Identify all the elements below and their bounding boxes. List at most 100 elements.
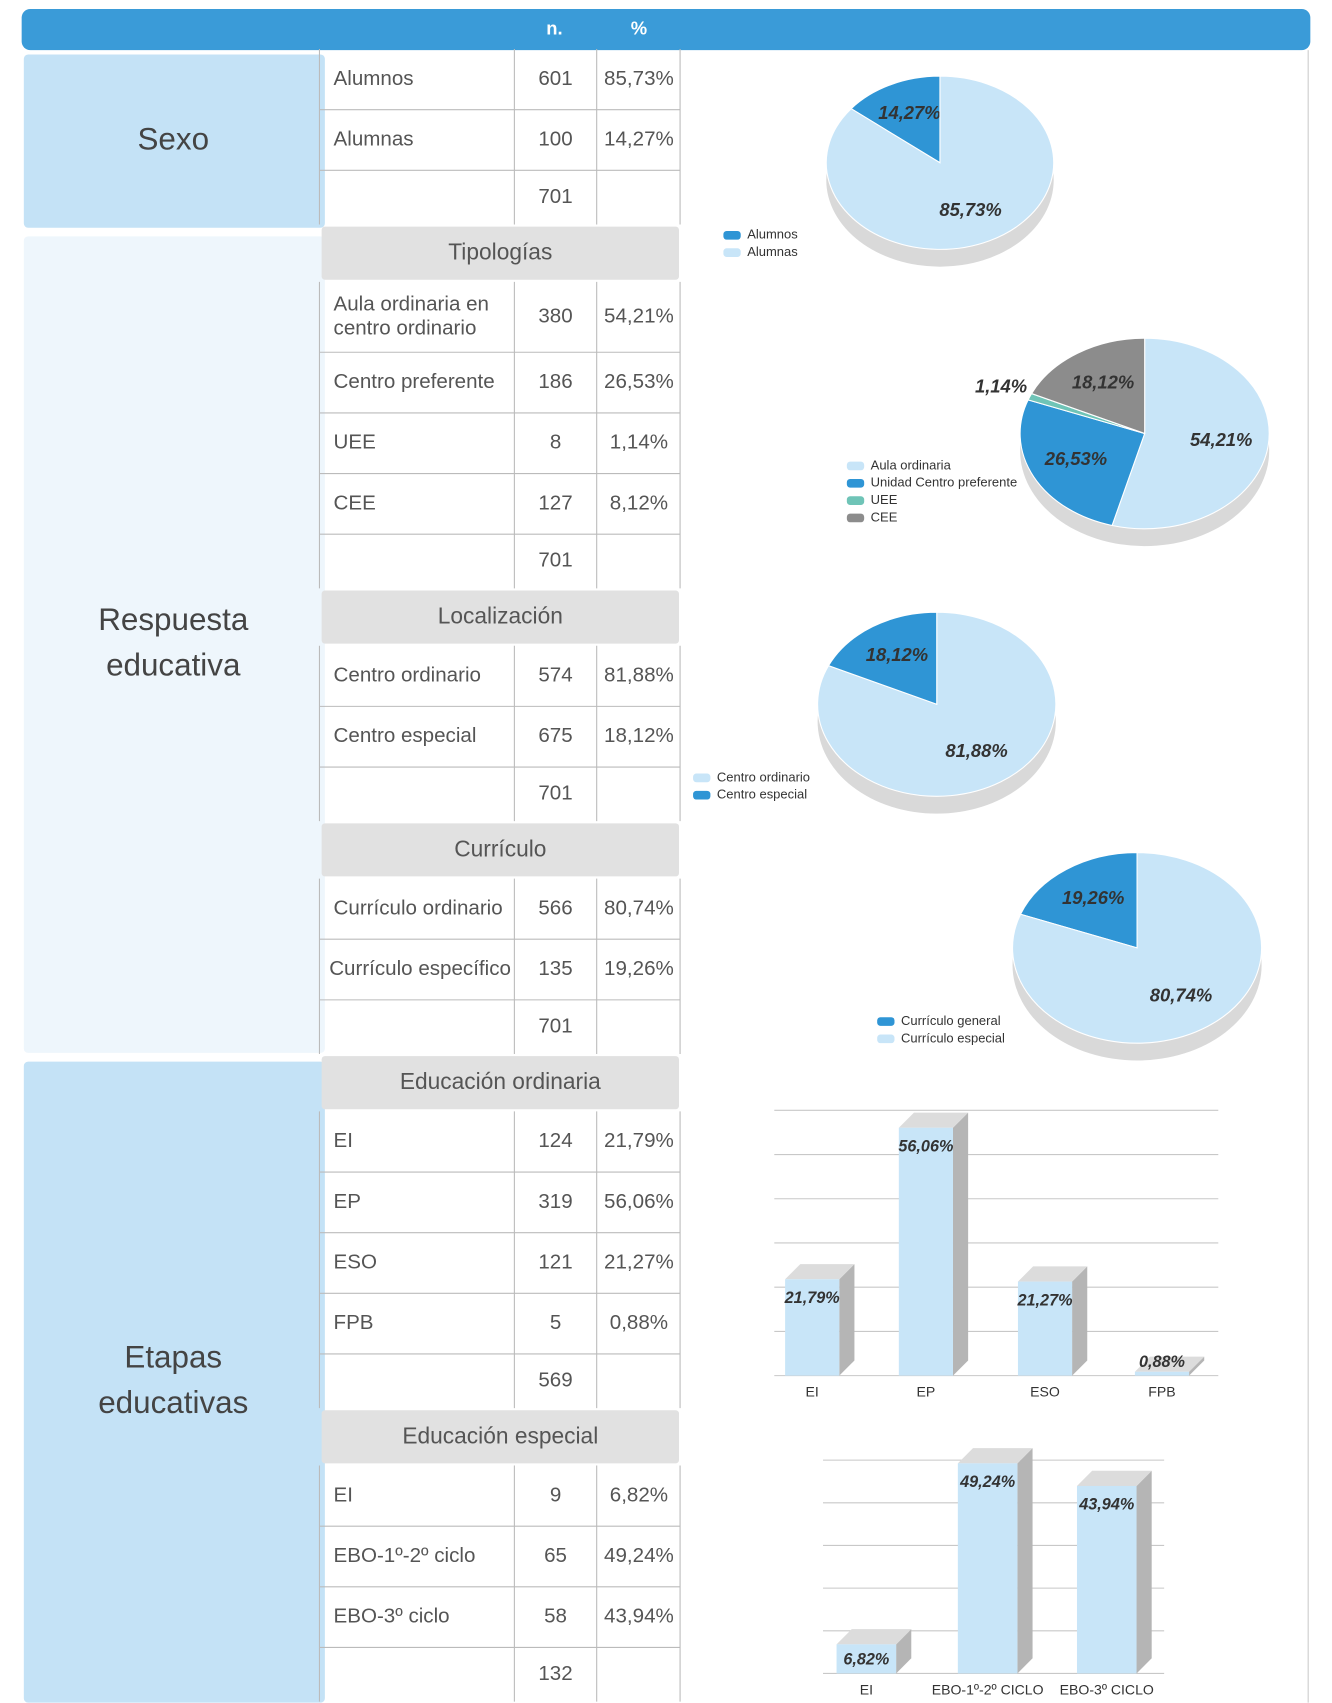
row-label: Currículo ordinario xyxy=(334,896,503,919)
section-title: Tipologías xyxy=(448,239,552,265)
header-band xyxy=(21,8,1311,51)
bar-top xyxy=(1017,1266,1088,1282)
bar-top xyxy=(1076,1470,1152,1486)
section-title-bar xyxy=(321,823,679,877)
row-label: Aula ordinaria en xyxy=(334,293,489,316)
legend-swatch xyxy=(877,1017,895,1026)
row-label: Centro ordinario xyxy=(334,664,481,687)
bar-category: EI xyxy=(806,1384,819,1400)
row-n: 9 xyxy=(550,1483,561,1506)
row-pct: 49,24% xyxy=(604,1544,674,1567)
row-pct: 18,12% xyxy=(604,724,674,747)
row-label: Alumnos xyxy=(334,67,414,90)
row-total: 132 xyxy=(538,1662,572,1685)
row-n: 574 xyxy=(538,664,572,687)
row-total: 701 xyxy=(538,185,572,208)
bar-value-label: 56,06% xyxy=(898,1138,953,1156)
pie-slice xyxy=(1030,337,1146,435)
pie-slice xyxy=(850,75,941,164)
section-title: Educación ordinaria xyxy=(400,1068,601,1094)
row-pct: 81,88% xyxy=(604,664,674,687)
bar-value-label: 6,82% xyxy=(843,1651,889,1669)
header-pct: % xyxy=(631,17,647,38)
row-pct: 19,26% xyxy=(604,957,674,980)
bar-value-label: 21,79% xyxy=(784,1289,840,1307)
bar-top xyxy=(1134,1356,1205,1372)
bar-side xyxy=(896,1629,912,1674)
row-n: 566 xyxy=(538,896,572,919)
row-label: ESO xyxy=(334,1250,377,1273)
row-n: 65 xyxy=(544,1544,567,1567)
row-total: 701 xyxy=(538,549,572,572)
pie-slice xyxy=(825,75,1055,250)
row-n: 124 xyxy=(538,1129,572,1152)
bar-category: EBO-1º-2º CICLO xyxy=(932,1681,1044,1697)
row-n: 127 xyxy=(538,491,572,514)
row-pct: 6,82% xyxy=(610,1483,668,1506)
pie-slice xyxy=(827,611,938,705)
bar-top xyxy=(836,1629,912,1645)
row-n: 186 xyxy=(538,370,572,393)
legend-swatch xyxy=(846,496,865,505)
row-n: 319 xyxy=(538,1190,572,1213)
legend-label: Alumnas xyxy=(747,244,798,259)
section-title: Currículo xyxy=(454,835,546,861)
pie-slice xyxy=(1019,399,1146,527)
bar xyxy=(1134,1371,1190,1376)
section-title: Educación especial xyxy=(402,1422,598,1448)
legend-swatch xyxy=(723,248,741,257)
section-title-bar xyxy=(321,1056,679,1110)
pie-value-label: 80,74% xyxy=(1150,984,1212,1005)
bar-category: FPB xyxy=(1148,1384,1175,1400)
row-pct: 56,06% xyxy=(604,1190,674,1213)
legend-label: Unidad Centro preferente xyxy=(871,475,1018,490)
legend-swatch xyxy=(723,230,741,240)
pie-value-label: 26,53% xyxy=(1044,448,1107,469)
pie-slice xyxy=(1111,337,1270,530)
bar-category: ESO xyxy=(1030,1384,1060,1400)
legend-swatch xyxy=(877,1034,895,1044)
row-n: 601 xyxy=(538,67,572,90)
row-pct: 1,14% xyxy=(610,431,668,454)
bar xyxy=(957,1463,1018,1674)
group-panel xyxy=(23,1061,325,1703)
bar-side xyxy=(1072,1266,1088,1376)
legend-label: Aula ordinaria xyxy=(871,457,952,472)
row-pct: 80,74% xyxy=(604,896,674,919)
row-total: 701 xyxy=(538,782,572,805)
row-n: 100 xyxy=(538,127,572,150)
bar-top xyxy=(898,1112,969,1128)
bar-category: EI xyxy=(860,1681,873,1697)
legend-swatch xyxy=(846,478,865,488)
row-label: EBO-1º-2º ciclo xyxy=(334,1544,476,1567)
group-label: Etapas xyxy=(124,1340,222,1375)
bar-value-label: 43,94% xyxy=(1078,1496,1134,1514)
bar-side xyxy=(1189,1356,1205,1376)
row-n: 135 xyxy=(538,957,572,980)
row-pct: 0,88% xyxy=(610,1311,668,1334)
row-total: 569 xyxy=(538,1368,572,1391)
pie-slice xyxy=(1012,852,1263,1044)
row-n: 58 xyxy=(544,1605,567,1628)
group-panel xyxy=(23,236,325,1053)
legend-label: Centro especial xyxy=(717,787,807,802)
row-label: centro ordinario xyxy=(334,316,477,339)
row-pct: 43,94% xyxy=(604,1605,674,1628)
row-n: 675 xyxy=(538,724,572,747)
section-title-bar xyxy=(321,590,679,644)
bar-top xyxy=(957,1448,1033,1464)
row-label: EI xyxy=(334,1483,353,1506)
pie-slice xyxy=(1019,852,1138,949)
row-pct: 85,73% xyxy=(604,67,674,90)
row-n: 8 xyxy=(550,431,561,454)
legend-swatch xyxy=(846,461,865,471)
pie-value-label: 1,14% xyxy=(975,375,1027,396)
row-pct: 8,12% xyxy=(610,491,668,514)
pie-value-label: 54,21% xyxy=(1190,429,1252,450)
legend-label: Currículo especial xyxy=(901,1030,1005,1045)
row-total: 701 xyxy=(538,1014,572,1037)
legend-label: CEE xyxy=(871,509,898,524)
row-label: Centro especial xyxy=(334,724,477,747)
bar xyxy=(1017,1281,1073,1376)
